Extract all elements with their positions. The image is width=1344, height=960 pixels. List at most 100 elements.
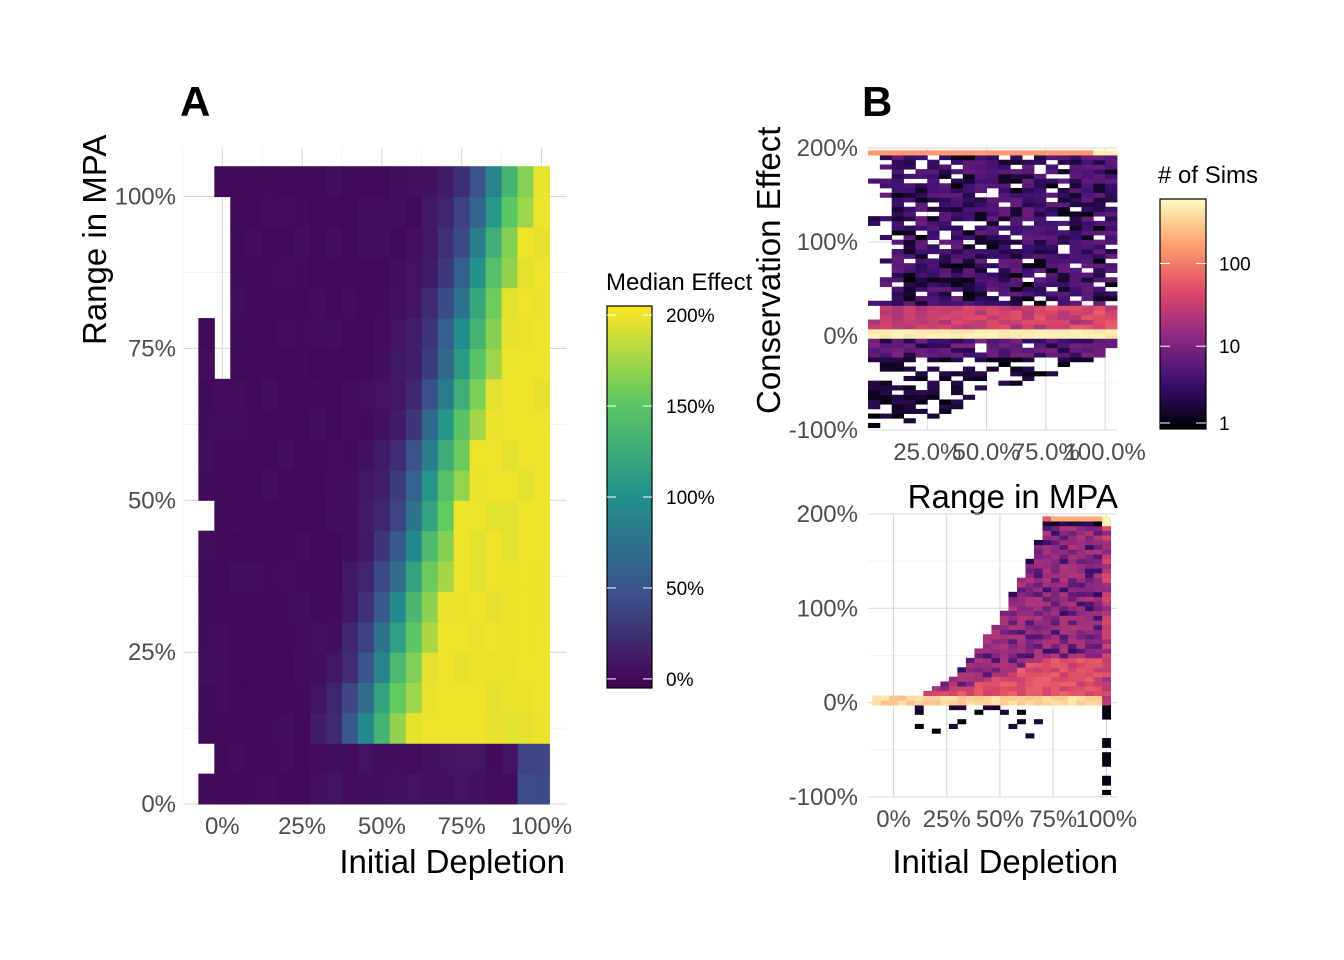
heatmap-cell	[1025, 601, 1035, 607]
heatmap-cell	[373, 773, 391, 805]
heatmap-cell	[1069, 305, 1082, 311]
heatmap-cell	[962, 319, 976, 325]
heatmap-cell	[1042, 582, 1052, 588]
heatmap-cell	[915, 277, 928, 283]
heatmap-cell	[927, 333, 940, 339]
heatmap-cell	[999, 634, 1009, 640]
heatmap-cell	[1085, 653, 1094, 659]
heatmap-cell	[982, 686, 992, 692]
heatmap-cell	[891, 211, 904, 217]
heatmap-cell	[214, 561, 231, 592]
heatmap-cell	[999, 662, 1009, 668]
heatmap-cell	[957, 686, 967, 692]
heatmap-cell	[986, 155, 999, 161]
heatmap-cell	[1102, 638, 1112, 645]
heatmap-cell	[1034, 197, 1047, 203]
heatmap-cell	[903, 399, 916, 405]
heatmap-cell	[1010, 206, 1023, 212]
heatmap-cell	[1045, 249, 1059, 255]
heatmap-cell	[1057, 234, 1070, 241]
heatmap-cell	[421, 348, 439, 380]
heatmap-cell	[1022, 286, 1035, 292]
heatmap-cell	[903, 314, 916, 320]
heatmap-cell	[974, 700, 984, 706]
heatmap-cell	[469, 409, 487, 441]
heatmap-cell	[1076, 624, 1086, 630]
heatmap-cell	[998, 187, 1011, 194]
heatmap-cell	[294, 409, 311, 441]
heatmap-cell	[1025, 558, 1035, 564]
heatmap-cell	[357, 530, 375, 562]
heatmap-cell	[999, 676, 1009, 682]
heatmap-cell	[1042, 596, 1052, 602]
heatmap-cell	[998, 281, 1011, 288]
heatmap-cell	[1076, 634, 1086, 640]
heatmap-cell	[891, 300, 904, 306]
heatmap-cell	[453, 287, 471, 319]
heatmap-cell	[485, 530, 503, 562]
heatmap-cell	[1093, 695, 1103, 701]
heatmap-cell	[1102, 709, 1112, 715]
heatmap-cell	[1059, 549, 1069, 555]
heatmap-cell	[1081, 169, 1094, 175]
heatmap-cell	[998, 291, 1011, 297]
heatmap-cell	[1034, 347, 1047, 353]
heatmap-cell	[405, 257, 423, 289]
num-sims-colorbar-tick-label: 10	[1219, 337, 1240, 358]
heatmap-cell	[294, 287, 311, 319]
heatmap-cell	[214, 652, 231, 684]
heatmap-cell	[1025, 568, 1035, 574]
heatmap-cell	[1042, 620, 1052, 626]
heatmap-cell	[974, 183, 987, 189]
heatmap-cell	[962, 300, 976, 306]
heatmap-cell	[986, 343, 999, 349]
heatmap-cell	[1010, 159, 1023, 165]
heatmap-cell	[974, 216, 987, 222]
heatmap-cell	[868, 178, 881, 184]
heatmap-cell	[1093, 249, 1106, 255]
heatmap-cell	[962, 164, 976, 170]
heatmap-cell	[991, 700, 1001, 706]
heatmap-cell	[868, 328, 881, 335]
heatmap-cell	[214, 591, 231, 623]
heatmap-cell	[986, 357, 999, 363]
heatmap-cell	[1034, 371, 1047, 377]
heatmap-cell	[310, 348, 327, 380]
heatmap-cell	[357, 378, 375, 410]
heatmap-cell	[1105, 338, 1118, 344]
heatmap-cell	[1068, 577, 1077, 583]
heatmap-cell	[999, 615, 1009, 621]
heatmap-cell	[1045, 319, 1059, 325]
heatmap-cell	[1034, 319, 1047, 325]
heatmap-cell	[1059, 530, 1069, 536]
heatmap-cell	[1008, 662, 1018, 668]
heatmap-cell	[1025, 695, 1035, 701]
heatmap-cell	[1057, 211, 1070, 217]
heatmap-cell	[903, 263, 916, 269]
heatmap-cell	[1076, 525, 1086, 531]
heatmap-cell	[246, 712, 263, 744]
heatmap-cell	[1102, 544, 1112, 550]
heatmap-cell	[951, 324, 964, 330]
heatmap-cell	[1081, 296, 1094, 302]
heatmap-cell	[974, 249, 987, 255]
heatmap-cell	[948, 676, 958, 682]
heatmap-cell	[485, 318, 503, 349]
heatmap-cell	[1069, 267, 1082, 273]
heatmap-cell	[1093, 296, 1106, 302]
heatmap-cell	[1051, 554, 1060, 560]
heatmap-cell	[991, 638, 1001, 645]
heatmap-cell	[453, 712, 471, 744]
heatmap-cell	[879, 150, 893, 156]
heatmap-cell	[1022, 169, 1035, 175]
heatmap-cell	[1068, 521, 1077, 527]
heatmap-cell	[1051, 620, 1060, 626]
heatmap-cell	[962, 324, 976, 330]
heatmap-cell	[998, 244, 1011, 250]
heatmap-cell	[1085, 681, 1094, 687]
heatmap-cell	[927, 357, 940, 363]
heatmap-cell	[1042, 653, 1052, 659]
heatmap-cell	[1045, 352, 1059, 358]
heatmap-cell	[357, 652, 375, 684]
heatmap-cell	[1093, 605, 1103, 612]
